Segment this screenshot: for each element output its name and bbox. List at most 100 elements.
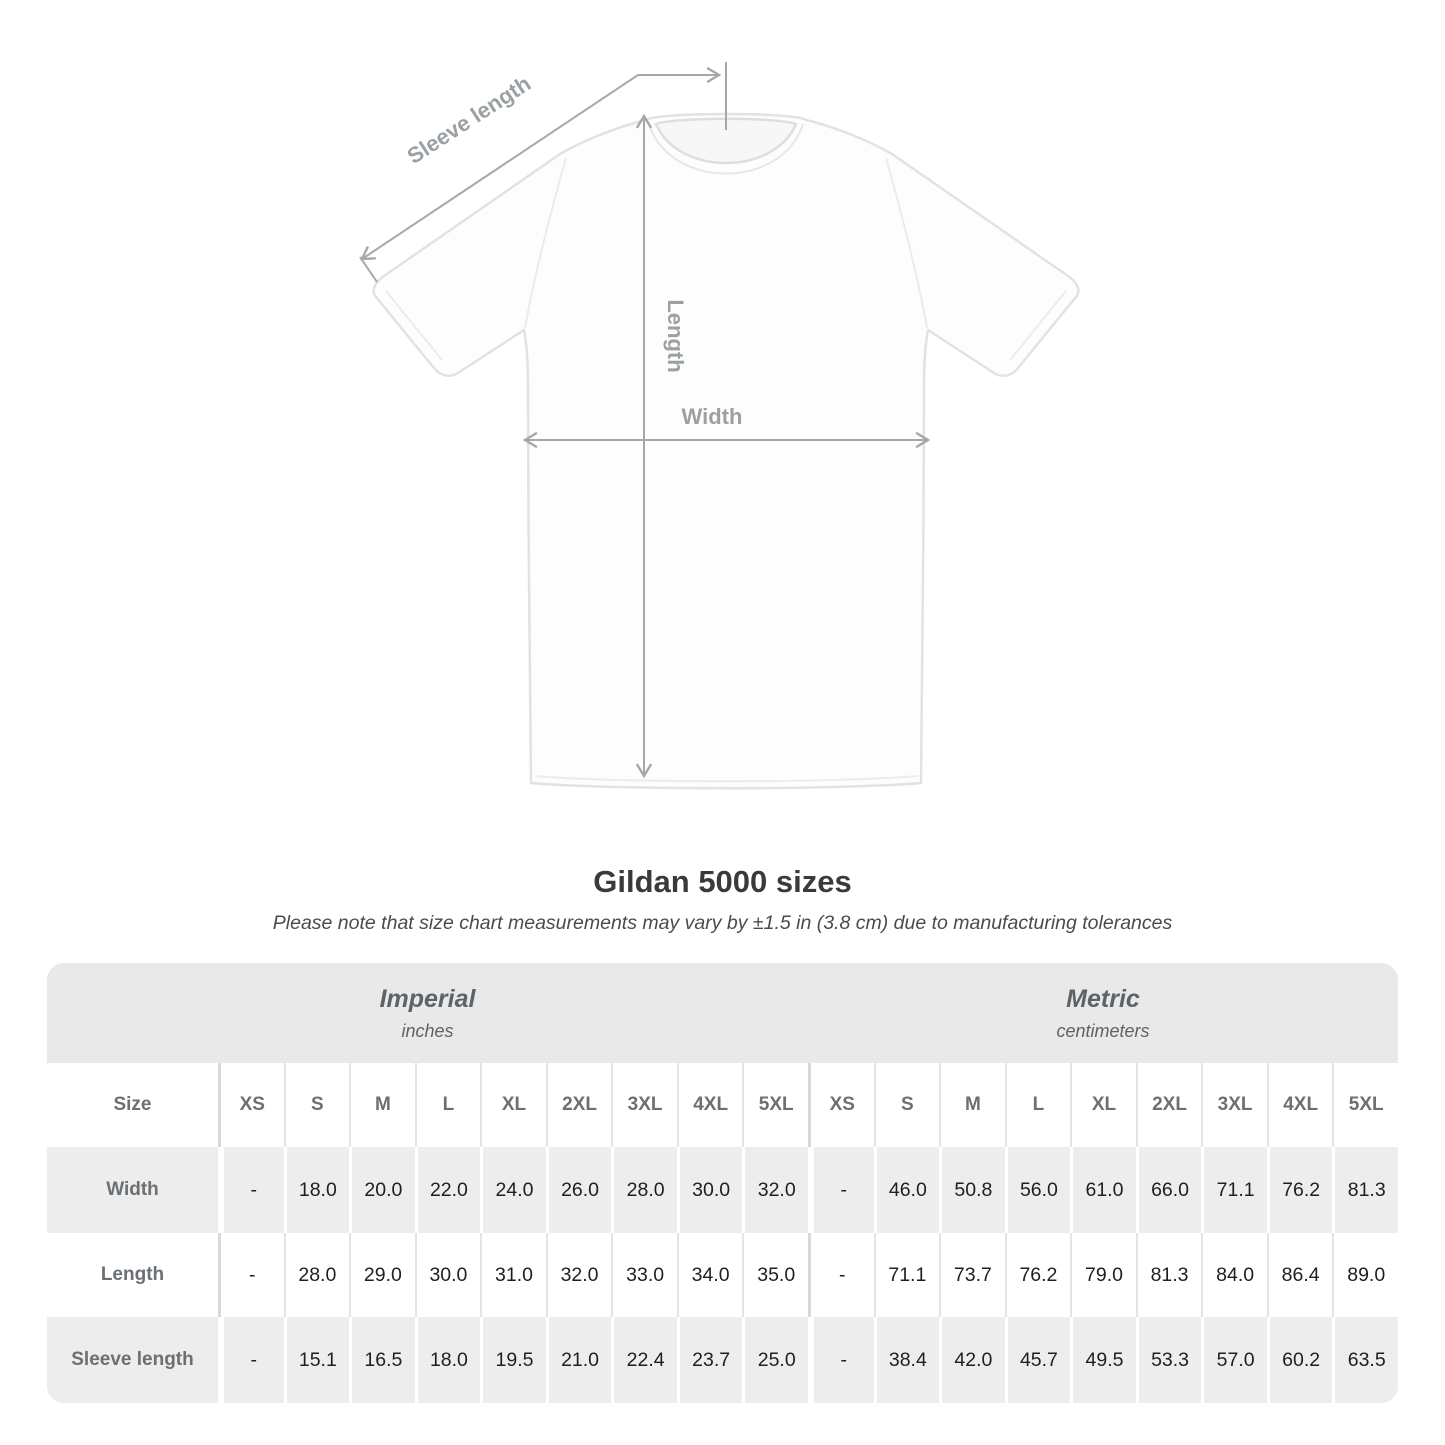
value-cell: 15.1 <box>283 1317 350 1403</box>
value-cell: - <box>218 1317 284 1403</box>
sleeve-length-label: Sleeve length <box>403 71 536 169</box>
value-cell: 56.0 <box>1004 1147 1071 1233</box>
value-cell: 81.3 <box>1332 1147 1398 1233</box>
value-cell: 25.0 <box>742 1317 808 1403</box>
col-header-metric: XS <box>808 1063 874 1147</box>
value-cell: 30.0 <box>414 1233 481 1317</box>
col-header-metric: 4XL <box>1266 1063 1333 1147</box>
value-cell: 89.0 <box>1332 1233 1398 1317</box>
col-header-metric: 3XL <box>1201 1063 1267 1147</box>
unit-band: Imperial inches Metric centimeters <box>47 963 1398 1063</box>
value-cell: 81.3 <box>1135 1233 1202 1317</box>
col-header-metric: 2XL <box>1135 1063 1202 1147</box>
measurement-lines <box>359 62 931 779</box>
imperial-title: Imperial <box>379 984 476 1013</box>
table-row-length: Length - 28.0 29.0 30.0 31.0 32.0 33.0 3… <box>47 1233 1398 1317</box>
value-cell: 22.4 <box>611 1317 677 1403</box>
value-cell: - <box>808 1147 874 1233</box>
value-cell: 66.0 <box>1135 1147 1202 1233</box>
metric-section-header: Metric centimeters <box>808 963 1398 1063</box>
tshirt-body <box>372 112 1080 790</box>
col-header-metric: S <box>873 1063 940 1147</box>
value-cell: - <box>218 1147 284 1233</box>
col-header-metric: M <box>939 1063 1005 1147</box>
col-header-metric: 5XL <box>1332 1063 1398 1147</box>
table-row-width: Width - 18.0 20.0 22.0 24.0 26.0 28.0 30… <box>47 1147 1398 1233</box>
value-cell: 57.0 <box>1201 1317 1267 1403</box>
value-cell: 18.0 <box>414 1317 481 1403</box>
row-label: Sleeve length <box>47 1317 218 1403</box>
value-cell: 23.7 <box>676 1317 743 1403</box>
value-cell: 31.0 <box>480 1233 546 1317</box>
size-header-cell: Size <box>113 1094 152 1115</box>
value-cell: 46.0 <box>873 1147 940 1233</box>
value-cell: 42.0 <box>939 1317 1005 1403</box>
metric-title: Metric <box>1066 984 1140 1013</box>
value-cell: 19.5 <box>480 1317 546 1403</box>
page-title: Gildan 5000 sizes <box>593 864 852 899</box>
col-header-imperial: L <box>414 1063 481 1147</box>
value-cell: 76.2 <box>1266 1147 1333 1233</box>
col-header-imperial: 2XL <box>545 1063 612 1147</box>
value-cell: 32.0 <box>545 1233 612 1317</box>
col-header-metric: XL <box>1070 1063 1136 1147</box>
value-cell: 50.8 <box>939 1147 1005 1233</box>
value-cell: 32.0 <box>742 1147 808 1233</box>
table-row-sleeve-length: Sleeve length - 15.1 16.5 18.0 19.5 21.0… <box>47 1317 1398 1403</box>
width-label: Width <box>682 404 743 429</box>
col-header-imperial: 3XL <box>611 1063 677 1147</box>
value-cell: 71.1 <box>873 1233 940 1317</box>
value-cell: 76.2 <box>1004 1233 1071 1317</box>
col-header-metric: L <box>1004 1063 1071 1147</box>
value-cell: 21.0 <box>545 1317 612 1403</box>
value-cell: 38.4 <box>873 1317 940 1403</box>
value-cell: 33.0 <box>611 1233 677 1317</box>
value-cell: 49.5 <box>1070 1317 1136 1403</box>
value-cell: - <box>808 1233 874 1317</box>
value-cell: 86.4 <box>1266 1233 1333 1317</box>
imperial-section-header: Imperial inches <box>47 963 808 1063</box>
tshirt-graphic <box>372 112 1080 790</box>
metric-unit: centimeters <box>1056 1020 1150 1041</box>
col-header-imperial: M <box>349 1063 415 1147</box>
col-header-imperial: 4XL <box>676 1063 743 1147</box>
value-cell: 24.0 <box>480 1147 546 1233</box>
value-cell: 60.2 <box>1266 1317 1333 1403</box>
col-header-imperial: S <box>283 1063 350 1147</box>
value-cell: 16.5 <box>349 1317 415 1403</box>
col-header-imperial: XL <box>480 1063 546 1147</box>
value-cell: 63.5 <box>1332 1317 1398 1403</box>
value-cell: 71.1 <box>1201 1147 1267 1233</box>
value-cell: 26.0 <box>545 1147 612 1233</box>
value-cell: 28.0 <box>611 1147 677 1233</box>
value-cell: 30.0 <box>676 1147 743 1233</box>
sleeve-corner-leader <box>359 256 378 283</box>
value-cell: - <box>218 1233 284 1317</box>
size-table: Imperial inches Metric centimeters Size … <box>47 963 1398 1403</box>
value-cell: 73.7 <box>939 1233 1005 1317</box>
value-cell: 45.7 <box>1004 1317 1071 1403</box>
row-label: Length <box>100 1264 165 1285</box>
value-cell: 84.0 <box>1201 1233 1267 1317</box>
value-cell: 35.0 <box>742 1233 808 1317</box>
col-header-imperial: XS <box>218 1063 284 1147</box>
size-header-row: Size XS S M L XL 2XL 3XL 4XL 5XL XS S M … <box>47 1063 1398 1147</box>
value-cell: 18.0 <box>283 1147 350 1233</box>
value-cell: 22.0 <box>414 1147 481 1233</box>
value-cell: 28.0 <box>283 1233 350 1317</box>
value-cell: 29.0 <box>349 1233 415 1317</box>
tshirt-measurement-diagram: Sleeve length Length Width <box>359 62 1080 790</box>
value-cell: 20.0 <box>349 1147 415 1233</box>
row-label: Width <box>47 1147 218 1233</box>
page-subtitle: Please note that size chart measurements… <box>272 912 1173 934</box>
value-cell: 61.0 <box>1070 1147 1136 1233</box>
length-label: Length <box>663 299 688 372</box>
value-cell: 34.0 <box>676 1233 743 1317</box>
col-header-imperial: 5XL <box>742 1063 808 1147</box>
value-cell: 79.0 <box>1070 1233 1136 1317</box>
value-cell: - <box>808 1317 874 1403</box>
imperial-unit: inches <box>401 1020 454 1041</box>
value-cell: 53.3 <box>1135 1317 1202 1403</box>
sleeve-length-arrow <box>360 66 722 261</box>
